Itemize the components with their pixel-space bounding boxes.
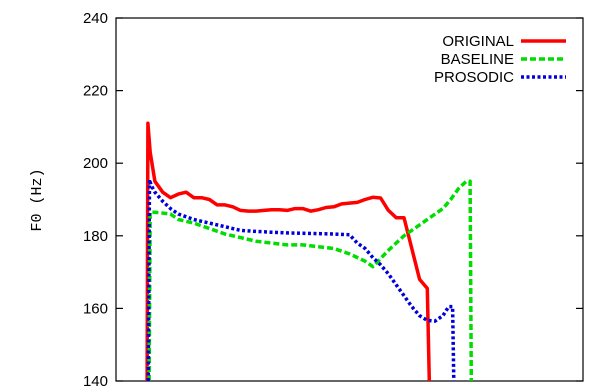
- y-tick-label: 180: [83, 228, 108, 245]
- series-line-baseline: [147, 179, 474, 382]
- y-tick-label: 160: [83, 300, 108, 317]
- y-tick-label: 140: [83, 373, 108, 390]
- series-line-original: [145, 121, 432, 382]
- legend-label-original: ORIGINAL: [442, 33, 514, 50]
- legend-label-baseline: BASELINE: [441, 51, 514, 68]
- legend-label-prosodic: PROSODIC: [434, 69, 514, 86]
- y-tick-label: 200: [83, 155, 108, 172]
- y-tick-label: 220: [83, 83, 108, 100]
- y-axis-title: F0 (Hz): [29, 168, 46, 231]
- plot-frame: [115, 17, 584, 382]
- series-layer: [145, 121, 474, 382]
- series-line-prosodic: [146, 177, 456, 382]
- y-axis: 140 160 180 200 220 240: [83, 10, 583, 390]
- y-tick-label: 240: [83, 10, 108, 27]
